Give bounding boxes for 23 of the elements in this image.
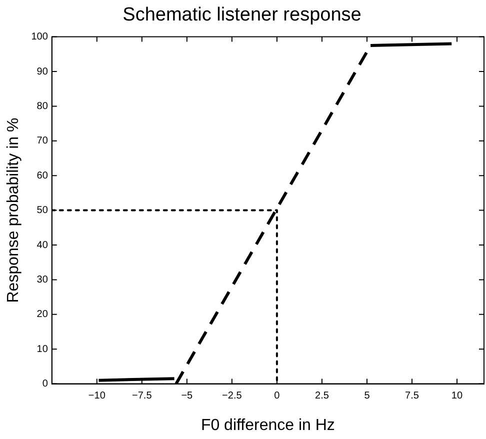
x-tick-label: −7.5 [132, 390, 152, 402]
x-tick-label: −5 [181, 390, 194, 402]
x-tick-label: 5 [364, 390, 370, 402]
x-tick-label: −10 [88, 390, 106, 402]
y-tick-label: 60 [36, 170, 48, 182]
y-tick-label: 30 [36, 274, 48, 286]
x-tick-label: 0 [274, 390, 280, 402]
y-tick-label: 20 [36, 309, 48, 320]
y-tick-label: 0 [42, 378, 48, 390]
x-axis-title: F0 difference in Hz [200, 416, 335, 434]
y-tick-label: 100 [31, 32, 48, 43]
x-tick-label: −2.5 [222, 390, 242, 402]
y-tick-label: 40 [36, 240, 48, 251]
y-tick-label: 90 [36, 66, 48, 78]
x-tick-label: 2.5 [315, 390, 330, 402]
chart-title: Schematic listener response [122, 4, 362, 26]
y-tick-label: 80 [36, 100, 48, 112]
y-axis-title: Response probability in % [5, 118, 22, 303]
x-tick-label: 10 [451, 390, 463, 402]
y-tick-label: 70 [36, 136, 48, 147]
y-tick-label: 10 [36, 344, 48, 355]
y-tick-label: 50 [36, 205, 48, 216]
x-tick-label: 7.5 [405, 390, 420, 402]
